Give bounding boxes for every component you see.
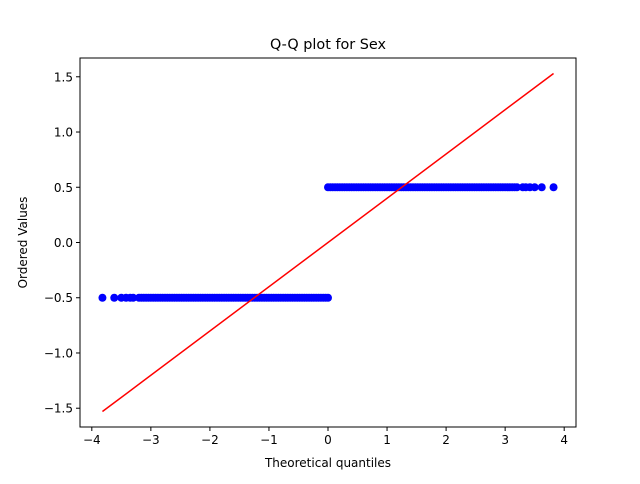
x-tick-label: 3 bbox=[501, 433, 509, 447]
y-tick-label: 0.5 bbox=[54, 181, 73, 195]
chart-title: Q-Q plot for Sex bbox=[270, 37, 387, 53]
data-point bbox=[129, 293, 138, 302]
data-point bbox=[549, 183, 558, 192]
data-point bbox=[98, 293, 107, 302]
y-axis-label: Ordered Values bbox=[16, 197, 30, 289]
data-point bbox=[324, 293, 332, 302]
y-tick-label: 1.5 bbox=[54, 70, 73, 84]
y-tick-label: −0.5 bbox=[44, 291, 73, 305]
x-tick-label: −3 bbox=[142, 433, 160, 447]
y-tick-label: −1.0 bbox=[44, 346, 73, 360]
x-tick-label: −2 bbox=[201, 433, 219, 447]
y-tick-label: 1.0 bbox=[54, 126, 73, 140]
x-tick-label: −4 bbox=[83, 433, 101, 447]
points-layer bbox=[98, 183, 558, 302]
x-tick-label: −1 bbox=[260, 433, 278, 447]
x-axis-label: Theoretical quantiles bbox=[264, 456, 391, 470]
data-point bbox=[537, 183, 546, 192]
x-tick-label: 0 bbox=[324, 433, 332, 447]
x-tick-label: 2 bbox=[442, 433, 450, 447]
x-tick-label: 1 bbox=[383, 433, 391, 447]
fit-line-layer bbox=[101, 72, 555, 413]
x-axis-ticks: −4 −3 −2 −1 0 1 2 3 4 bbox=[83, 427, 568, 447]
x-tick-label: 4 bbox=[560, 433, 568, 447]
y-tick-label: −1.5 bbox=[44, 402, 73, 416]
data-point bbox=[512, 183, 521, 192]
y-axis-ticks: −1.5 −1.0 −0.5 0.0 0.5 1.0 1.5 bbox=[44, 70, 80, 416]
data-point bbox=[110, 293, 119, 302]
data-point bbox=[530, 183, 539, 192]
y-tick-label: 0.0 bbox=[54, 236, 73, 250]
fit-line bbox=[101, 72, 555, 413]
